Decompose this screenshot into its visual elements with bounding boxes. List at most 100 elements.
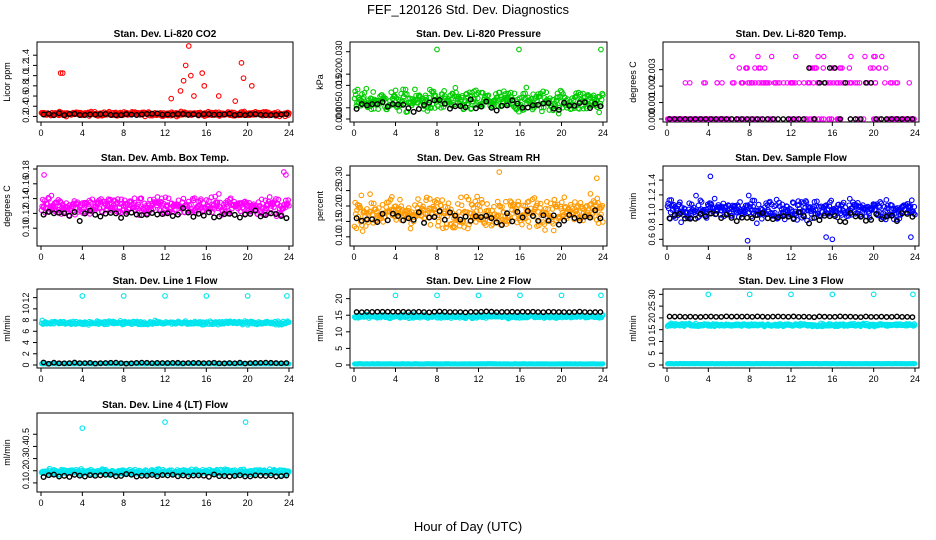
data-point: [457, 309, 464, 315]
data-point: [907, 203, 914, 209]
y-axis-label: ml/min: [628, 315, 638, 342]
x-tick-label: 4: [393, 374, 398, 384]
data-point: [767, 116, 773, 122]
data-point: [736, 65, 743, 71]
data-point: [723, 211, 730, 218]
data-point: [398, 203, 405, 209]
data-point: [567, 201, 574, 208]
data-point: [540, 100, 547, 107]
data-point: [76, 360, 83, 367]
data-point: [248, 82, 255, 89]
data-point: [550, 212, 557, 219]
data-point: [252, 207, 259, 214]
figure-xlabel: Hour of Day (UTC): [414, 519, 522, 534]
data-point: [839, 65, 845, 71]
data-point: [478, 103, 485, 110]
data-point: [273, 196, 279, 202]
data-point: [441, 93, 448, 99]
data-point: [374, 101, 381, 108]
data-point: [598, 46, 604, 53]
data-point: [857, 116, 864, 122]
data-point: [899, 116, 905, 122]
y-tick-label: 15: [334, 310, 344, 320]
panel-title: Stan. Dev. Amb. Box Temp.: [101, 153, 229, 164]
data-point: [676, 210, 683, 217]
y-tick-label: 0.10: [334, 228, 344, 246]
data-point: [872, 207, 879, 214]
data-point: [199, 70, 206, 76]
data-point: [904, 116, 911, 122]
data-point: [854, 80, 860, 86]
data-point: [452, 84, 459, 91]
data-point: [136, 212, 143, 219]
data-point: [400, 101, 407, 108]
data-point: [369, 309, 376, 315]
data-points: [664, 173, 918, 244]
data-point: [286, 202, 292, 209]
data-point: [509, 97, 516, 104]
data-point: [472, 105, 479, 112]
data-point: [733, 218, 740, 225]
data-point: [581, 99, 588, 106]
data-point: [353, 215, 360, 222]
data-point: [823, 202, 830, 209]
data-point: [599, 202, 606, 209]
data-point: [499, 204, 505, 210]
data-point: [226, 110, 233, 117]
data-point: [86, 197, 93, 204]
data-point: [545, 100, 552, 107]
data-points: [664, 291, 918, 367]
data-point: [697, 210, 704, 217]
y-tick-label: 1.4: [21, 49, 31, 62]
data-point: [887, 80, 894, 86]
y-tick-label: 0.12: [21, 205, 31, 223]
data-point: [713, 116, 719, 122]
data-point: [97, 360, 104, 367]
data-point: [577, 199, 584, 206]
data-point: [542, 205, 549, 212]
data-point: [384, 103, 391, 110]
y-axis-label: percent: [315, 190, 325, 221]
y-tick-label: 0: [21, 362, 31, 367]
data-point: [840, 80, 846, 86]
data-point: [71, 110, 78, 117]
data-point: [400, 217, 407, 224]
y-tick-label: 0.030: [334, 40, 344, 63]
data-point: [878, 200, 885, 207]
data-point: [769, 216, 776, 223]
x-tick-label: 12: [786, 252, 796, 262]
x-tick-label: 12: [473, 374, 483, 384]
data-point: [678, 219, 685, 226]
data-point: [514, 100, 521, 107]
data-point: [811, 116, 818, 122]
data-point: [825, 80, 831, 86]
x-tick-label: 8: [434, 128, 439, 138]
data-point: [389, 194, 395, 200]
data-point: [66, 212, 73, 219]
data-point: [911, 203, 918, 210]
data-point: [45, 110, 52, 117]
data-point: [493, 309, 500, 316]
data-point: [762, 65, 768, 71]
data-point: [493, 107, 500, 114]
data-point: [144, 359, 150, 366]
data-point: [867, 65, 874, 71]
y-tick-label: 0.15: [334, 213, 344, 231]
data-point: [231, 211, 238, 218]
x-tick-label: 16: [515, 252, 525, 262]
panel-title: Stan. Dev. Line 1 Flow: [113, 276, 218, 287]
y-tick-label: 6: [21, 329, 31, 334]
data-point: [693, 192, 699, 199]
data-point: [379, 308, 386, 315]
data-point: [426, 214, 433, 221]
data-point: [516, 95, 523, 102]
data-point: [504, 210, 511, 217]
data-point: [803, 199, 810, 205]
chart-panel-3: Stan. Dev. Li-820 Temp.degrees C0 4 8 12 16 2…: [628, 29, 920, 138]
data-point: [793, 53, 799, 60]
data-point: [278, 360, 285, 367]
data-point: [759, 116, 766, 122]
data-point: [187, 72, 194, 79]
